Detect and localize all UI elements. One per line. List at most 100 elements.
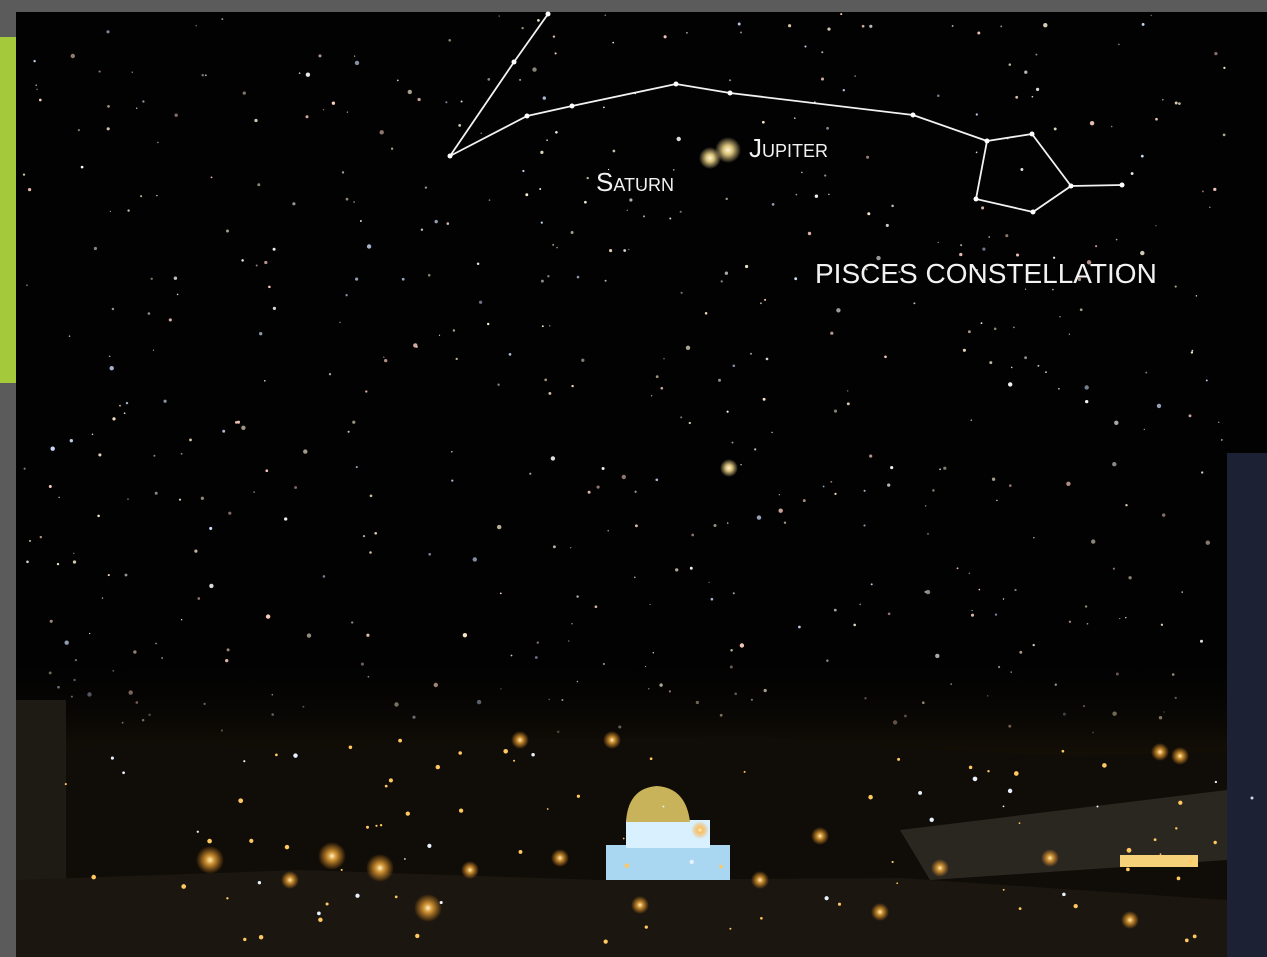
star (1005, 234, 1008, 237)
star (497, 525, 501, 529)
star (323, 109, 324, 110)
star (1119, 618, 1120, 619)
star (847, 402, 850, 405)
star (108, 574, 110, 576)
star (959, 253, 962, 256)
star (988, 236, 990, 238)
star (541, 222, 543, 224)
window-light (275, 754, 278, 757)
star (1069, 621, 1071, 623)
star (779, 494, 780, 495)
star (1214, 52, 1217, 55)
star (226, 230, 229, 233)
window-light (1062, 750, 1065, 753)
star (196, 25, 197, 26)
star (764, 299, 766, 301)
star (1009, 484, 1012, 487)
star (73, 553, 74, 554)
star (854, 75, 855, 76)
star (107, 105, 110, 108)
star (1192, 350, 1194, 352)
constellation-star (570, 104, 575, 109)
window-light (317, 912, 321, 916)
street-light (1121, 911, 1139, 929)
constellation-star (911, 113, 916, 118)
star (1085, 605, 1087, 607)
star (521, 27, 523, 29)
star (532, 67, 536, 71)
window-light (1102, 763, 1107, 768)
star (602, 467, 605, 470)
star (1223, 67, 1225, 69)
star (480, 132, 481, 133)
star (107, 127, 110, 130)
star (976, 113, 978, 115)
star (537, 19, 540, 22)
window-light (760, 917, 763, 920)
star (867, 212, 870, 215)
window-light (973, 777, 978, 782)
star (1024, 71, 1027, 74)
star (268, 286, 271, 289)
street-light (631, 896, 649, 914)
star (35, 84, 37, 86)
window-light (503, 749, 508, 754)
star (740, 32, 742, 34)
star (1201, 471, 1203, 473)
street-light (281, 871, 299, 889)
star (1157, 404, 1161, 408)
star (628, 249, 629, 250)
star (329, 373, 331, 375)
star (1085, 400, 1088, 403)
star (887, 483, 890, 486)
star (284, 517, 287, 520)
star (823, 486, 825, 488)
star (552, 244, 554, 246)
star (828, 194, 830, 196)
star (937, 242, 938, 243)
star (727, 411, 729, 413)
star (205, 74, 207, 76)
lit-building (1120, 855, 1198, 867)
star (346, 198, 349, 201)
star (1009, 63, 1012, 66)
constellation-star (674, 82, 679, 87)
star (869, 25, 872, 28)
star (548, 392, 551, 395)
window-light (625, 863, 629, 867)
star (1189, 414, 1192, 417)
star (1054, 127, 1057, 130)
window-light (1126, 868, 1130, 872)
star (840, 13, 842, 15)
window-light (1185, 939, 1189, 943)
star (757, 515, 761, 519)
star (555, 52, 557, 54)
star (78, 129, 80, 131)
star (609, 249, 612, 252)
star (71, 54, 75, 58)
star (745, 265, 748, 268)
bright-star (720, 459, 738, 477)
star (727, 522, 729, 524)
star (453, 329, 455, 331)
star (808, 232, 811, 235)
star (763, 398, 766, 401)
street-light (366, 854, 394, 882)
window-light (122, 771, 125, 774)
window-light (729, 928, 731, 930)
star (1162, 513, 1165, 516)
star (525, 193, 528, 196)
star (732, 364, 735, 367)
star (241, 259, 244, 262)
star (577, 276, 580, 279)
star (132, 71, 134, 73)
star (680, 292, 682, 294)
star (1052, 289, 1054, 291)
window-light (389, 778, 393, 782)
pisces-line (1071, 185, 1122, 186)
window-light (258, 881, 261, 884)
star (99, 71, 101, 73)
window-light (513, 760, 515, 762)
star (556, 247, 558, 249)
window-light (1193, 935, 1197, 939)
